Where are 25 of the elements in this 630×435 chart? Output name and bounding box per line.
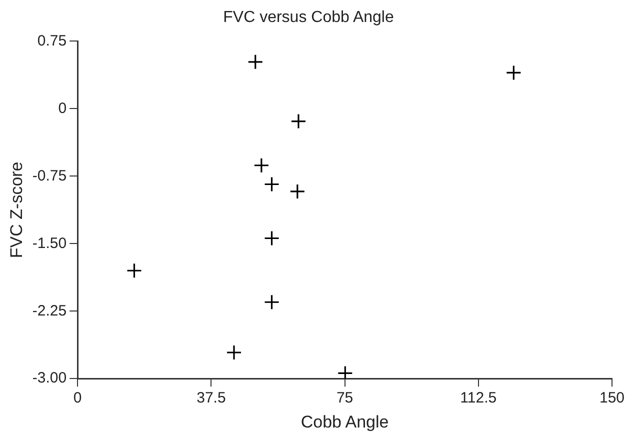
point [248, 54, 264, 70]
x-tick-label: 112.5 [460, 390, 497, 407]
point [506, 64, 522, 80]
point [337, 365, 353, 379]
y-tick-label: 0.75 [37, 32, 67, 50]
y-axis-title: FVC Z-score [6, 162, 26, 258]
point [126, 262, 142, 278]
point [254, 158, 270, 174]
x-tick-label: 0 [73, 390, 82, 407]
y-tick-label: 0 [58, 100, 67, 117]
point [264, 176, 280, 192]
point [290, 113, 306, 130]
chart-title: FVC versus Cobb Angle [223, 9, 394, 26]
x-tick-label: 37.5 [196, 390, 226, 407]
x-tick-label: 75 [336, 390, 354, 407]
x-axis-title: Cobb Angle [300, 412, 389, 432]
x-tick-label: 150 [599, 390, 625, 407]
point [264, 230, 280, 246]
point [226, 344, 242, 360]
y-tick-label: -0.75 [32, 167, 67, 184]
y-tick-label: -2.25 [32, 302, 67, 320]
y-tick-label: -3.00 [32, 370, 67, 387]
point [264, 294, 280, 310]
point [290, 184, 306, 200]
y-tick-label: -1.50 [32, 234, 67, 252]
